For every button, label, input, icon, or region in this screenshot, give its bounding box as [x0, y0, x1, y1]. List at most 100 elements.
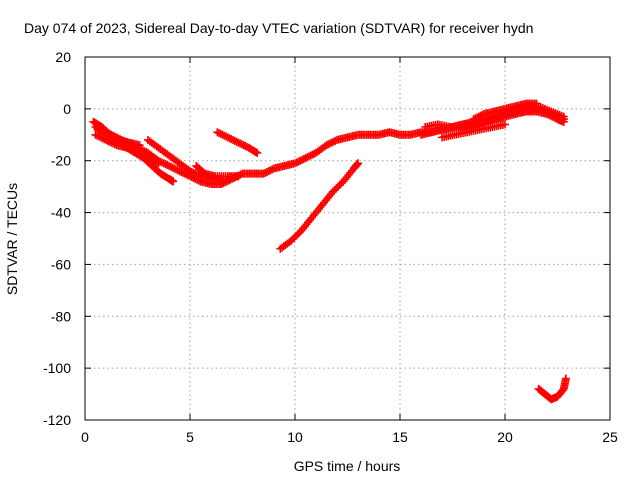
chart-title: Day 074 of 2023, Sidereal Day-to-day VTE…: [24, 20, 533, 36]
data-point: [237, 140, 246, 149]
data-point: [329, 137, 338, 146]
data-point: [298, 155, 306, 164]
data-point: [213, 128, 222, 137]
data-point: [303, 153, 312, 162]
data-point: [222, 177, 231, 186]
data-point: [305, 152, 313, 161]
data-point: [501, 120, 509, 129]
x-tick-label: 20: [497, 429, 513, 445]
data-point: [216, 129, 225, 138]
data-point: [135, 141, 144, 150]
data-point: [152, 158, 161, 167]
data-point: [128, 146, 137, 155]
data-point: [220, 131, 229, 140]
y-tick-label: 0: [63, 101, 71, 117]
y-tick-label: -60: [51, 256, 71, 272]
data-point: [326, 139, 334, 148]
data-point: [354, 159, 362, 168]
data-point: [474, 112, 483, 121]
data-point: [232, 137, 241, 146]
data-point: [95, 126, 104, 135]
data-point: [161, 160, 170, 169]
data-point: [218, 130, 227, 139]
plot-area: [89, 99, 570, 404]
y-tick-label: -80: [51, 308, 71, 324]
data-point: [268, 165, 277, 174]
data-point: [291, 159, 299, 168]
y-tick-label: -120: [43, 412, 71, 428]
data-point: [140, 152, 149, 161]
data-point: [230, 136, 239, 145]
data-point: [187, 167, 196, 176]
data-point: [294, 157, 303, 166]
data-point: [91, 130, 100, 139]
data-point: [225, 134, 234, 143]
data-point: [471, 114, 480, 123]
data-point: [186, 167, 194, 176]
series-arc-short: [213, 128, 262, 157]
data-point: [98, 128, 107, 137]
data-point: [229, 135, 238, 144]
data-point: [223, 133, 232, 142]
data-point: [299, 154, 308, 163]
data-point: [137, 150, 145, 159]
data-point: [478, 110, 487, 119]
data-point: [292, 158, 301, 167]
x-tick-label: 5: [186, 429, 194, 445]
data-point: [561, 374, 570, 383]
data-point: [189, 168, 198, 177]
y-axis-title: SDTVAR / TECUs: [4, 183, 20, 295]
data-point: [170, 164, 179, 173]
series-arc-late-c: [438, 120, 509, 142]
series-arc-late-d: [469, 99, 541, 124]
data-point: [234, 138, 243, 147]
data-point: [261, 168, 270, 177]
data-point: [145, 154, 154, 163]
data-point: [476, 111, 485, 120]
data-point: [215, 129, 224, 138]
data-point: [102, 129, 111, 138]
data-point: [97, 127, 106, 136]
data-point: [104, 130, 113, 139]
data-point: [306, 151, 315, 160]
x-tick-label: 10: [287, 429, 303, 445]
data-point: [93, 125, 102, 134]
data-point: [239, 141, 248, 150]
series-arc-bottom: [534, 374, 570, 404]
series-arc-steep: [276, 159, 362, 253]
data-point: [295, 228, 304, 237]
data-point: [296, 156, 305, 165]
data-point: [177, 167, 186, 176]
data-point: [331, 136, 340, 145]
y-tick-label: 20: [55, 49, 71, 65]
data-point: [193, 170, 201, 179]
x-tick-label: 0: [81, 429, 89, 445]
data-point: [165, 161, 173, 170]
data-point: [266, 166, 275, 175]
data-point: [473, 113, 481, 122]
data-point: [191, 169, 200, 178]
data-point: [112, 135, 121, 144]
data-point: [324, 140, 333, 149]
data-point: [173, 166, 182, 175]
series-arc-early-c: [93, 125, 144, 150]
data-point: [163, 161, 172, 170]
data-point: [194, 171, 203, 180]
data-point: [253, 148, 262, 157]
x-tick-label: 25: [602, 429, 618, 445]
y-tick-label: -40: [51, 205, 71, 221]
data-point: [151, 157, 159, 166]
data-point: [135, 149, 144, 158]
data-point: [133, 148, 142, 157]
data-point: [109, 133, 118, 142]
y-tick-label: -100: [43, 360, 71, 376]
data-point: [301, 154, 310, 163]
data-point: [100, 129, 109, 138]
data-point: [234, 172, 243, 181]
data-point: [251, 148, 260, 157]
data-point: [559, 112, 568, 121]
x-axis-title: GPS time / hours: [294, 458, 401, 474]
data-point: [111, 134, 120, 143]
data-point: [142, 153, 151, 162]
